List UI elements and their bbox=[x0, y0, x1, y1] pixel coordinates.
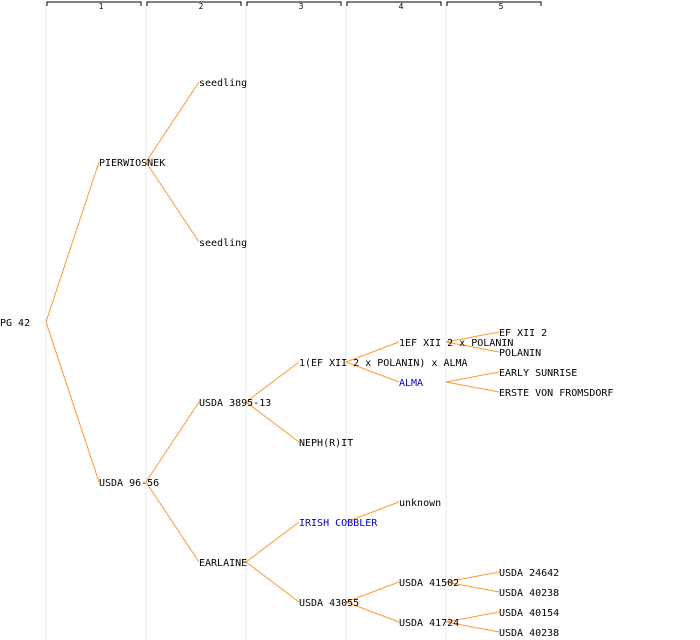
pedigree-edge bbox=[445, 611, 500, 623]
variety-node-nephrit: NEPH(R)IT bbox=[299, 438, 353, 449]
pedigree-edge bbox=[345, 341, 400, 363]
pedigree-edge bbox=[445, 371, 500, 383]
variety-node-root: PG 42 bbox=[0, 318, 30, 329]
variety-node-usda-40238-a: USDA 40238 bbox=[499, 588, 559, 599]
generation-header: 1 2 3 4 5 bbox=[46, 1, 542, 11]
variety-node-earlaine: EARLAINE bbox=[199, 558, 247, 569]
pedigree-edge bbox=[445, 331, 500, 343]
generation-label: 1 bbox=[99, 2, 104, 11]
pedigree-edge bbox=[445, 571, 500, 583]
variety-node-usda-43055: USDA 43055 bbox=[299, 598, 359, 609]
variety-node-pierwiosnek: PIERWIOSNEK bbox=[99, 158, 165, 169]
pedigree-edge bbox=[445, 381, 500, 393]
pedigree-edge bbox=[145, 161, 200, 243]
pedigree-nodes: PG 42 PIERWIOSNEK seedling seedling USDA 96-… bbox=[0, 78, 613, 639]
variety-node-usda-41502: USDA 41502 bbox=[399, 578, 459, 589]
pedigree-edge bbox=[245, 361, 300, 403]
pedigree-edge bbox=[145, 481, 200, 563]
pedigree-edge bbox=[145, 401, 200, 483]
variety-link-alma[interactable]: ALMA bbox=[399, 378, 423, 389]
pedigree-edge bbox=[145, 81, 200, 163]
pedigree-edge bbox=[245, 401, 300, 443]
variety-node-seedling-b: seedling bbox=[199, 238, 247, 249]
variety-node-usda-3895-13: USDA 3895-13 bbox=[199, 398, 271, 409]
pedigree-edge bbox=[445, 621, 500, 633]
variety-node-usda-24642: USDA 24642 bbox=[499, 568, 559, 579]
pedigree-edge bbox=[345, 361, 400, 383]
variety-node-usda-41724: USDA 41724 bbox=[399, 618, 459, 629]
generation-label: 5 bbox=[499, 2, 504, 11]
variety-node-usda-96-56: USDA 96-56 bbox=[99, 478, 159, 489]
variety-node-ef-polanin-alma: 1(EF XII 2 x POLANIN) x ALMA bbox=[299, 358, 468, 369]
generation-label: 3 bbox=[299, 2, 304, 11]
variety-node-erste-von-fromsdorf: ERSTE VON FROMSDORF bbox=[499, 388, 613, 399]
pedigree-edge bbox=[245, 521, 300, 563]
generation-label: 2 bbox=[199, 2, 204, 11]
pedigree-edges bbox=[45, 81, 500, 633]
generation-bracket bbox=[346, 1, 442, 6]
generation-bracket bbox=[46, 1, 142, 6]
generation-columns bbox=[45, 4, 447, 640]
generation-label: 4 bbox=[399, 2, 404, 11]
variety-node-seedling-a: seedling bbox=[199, 78, 247, 89]
pedigree-edge bbox=[445, 341, 500, 353]
pedigree-edge bbox=[345, 501, 400, 523]
variety-node-early-sunrise: EARLY SUNRISE bbox=[499, 368, 577, 379]
pedigree-edge bbox=[245, 561, 300, 603]
variety-link-irish-cobbler[interactable]: IRISH COBBLER bbox=[299, 518, 378, 529]
variety-node-ef-xii-2: EF XII 2 bbox=[499, 328, 547, 339]
variety-node-usda-40154: USDA 40154 bbox=[499, 608, 559, 619]
generation-bracket bbox=[446, 1, 542, 6]
pedigree-edge bbox=[45, 161, 100, 323]
variety-node-usda-40238-b: USDA 40238 bbox=[499, 628, 559, 639]
variety-node-unknown: unknown bbox=[399, 498, 441, 509]
pedigree-edge bbox=[345, 581, 400, 603]
variety-node-ef-polanin: 1EF XII 2 x POLANIN bbox=[399, 338, 513, 349]
generation-bracket bbox=[146, 1, 242, 6]
pedigree-edge bbox=[45, 321, 100, 483]
generation-bracket bbox=[246, 1, 342, 6]
pedigree-edge bbox=[345, 601, 400, 623]
variety-node-polanin: POLANIN bbox=[499, 348, 541, 359]
pedigree-edge bbox=[445, 581, 500, 593]
